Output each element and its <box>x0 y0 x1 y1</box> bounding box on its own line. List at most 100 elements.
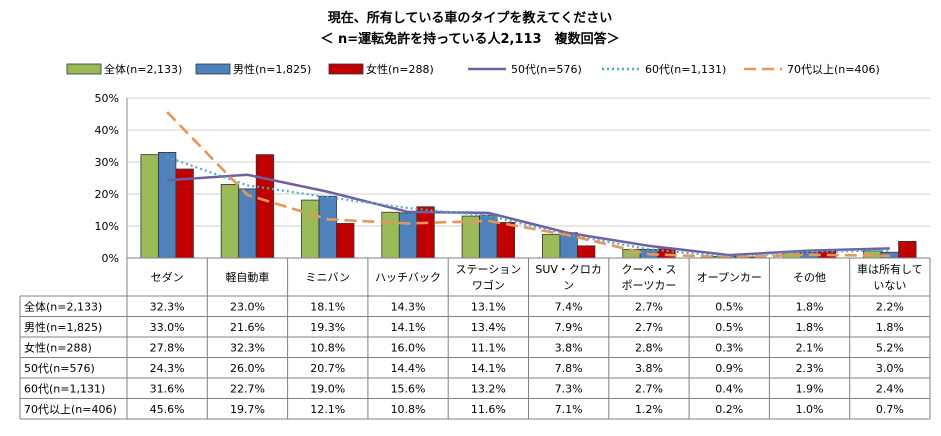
table-cell: 14.4% <box>391 362 426 375</box>
table-cell: 32.3% <box>150 301 185 314</box>
category-label: 車は所有して <box>857 262 923 276</box>
bar <box>140 154 159 259</box>
bar <box>255 154 275 259</box>
table-cell: 0.5% <box>715 301 743 314</box>
table-cell: 0.3% <box>715 342 743 355</box>
legend-label: 70代以上(n=406) <box>787 63 880 76</box>
table-cell: 26.0% <box>230 362 265 375</box>
bar <box>542 233 561 259</box>
series-line <box>167 173 890 257</box>
table-cell: 5.2% <box>876 342 904 355</box>
legend-label: 女性(n=288) <box>366 62 434 76</box>
series-line <box>166 155 890 258</box>
category-label: SUV・クロカ <box>535 263 602 276</box>
legend: 全体(n=2,133) 男性(n=1,825) 女性(n=288) 50代(n=576… <box>66 62 880 76</box>
legend-label: 男性(n=1,825) <box>233 62 311 76</box>
chart-subtitle: ＜ n=運転免許を持っている人2,113 複数回答＞ <box>320 31 619 47</box>
table-cell: 13.1% <box>471 301 506 314</box>
table-cell: 2.2% <box>876 301 904 314</box>
table-cell: 31.6% <box>150 383 185 396</box>
category-label: いない <box>873 279 906 292</box>
bar <box>496 222 516 259</box>
table-cell: 12.1% <box>310 403 345 416</box>
table-cell: 1.0% <box>796 403 824 416</box>
table-cell: 7.1% <box>555 403 583 416</box>
y-tick-label: 20% <box>95 188 119 201</box>
table-cell: 11.6% <box>471 403 506 416</box>
table-cell: 13.4% <box>471 321 506 334</box>
lines <box>166 111 890 259</box>
bars <box>140 151 917 259</box>
bar <box>577 245 596 259</box>
category-label: ワゴン <box>472 278 505 292</box>
bar <box>157 151 177 259</box>
bar <box>416 206 435 259</box>
y-axis: 0% 10% 20% 30% 40% 50% <box>95 92 128 265</box>
table-cell: 3.8% <box>555 342 583 355</box>
bar <box>398 212 418 259</box>
bar <box>898 240 917 259</box>
bar <box>175 168 194 259</box>
table-cell: 10.8% <box>310 342 345 355</box>
category-label: オープンカー <box>697 271 762 284</box>
table-cell: 19.7% <box>230 403 265 416</box>
series-line <box>166 111 890 259</box>
table-cell: 1.8% <box>796 321 824 334</box>
table-cell: 3.8% <box>635 362 663 375</box>
table-cell: 21.6% <box>230 321 265 334</box>
table-cell: 2.8% <box>635 342 663 355</box>
table-cell: 24.3% <box>150 362 185 375</box>
table-cell: 0.7% <box>876 403 904 416</box>
category-label: ポーツカー <box>622 279 677 292</box>
category-label: ハッチバック <box>375 271 441 284</box>
table-cell: 19.3% <box>310 321 345 334</box>
bar <box>657 248 676 259</box>
table-cell: 2.3% <box>796 362 824 375</box>
y-tick-label: 50% <box>95 92 119 105</box>
bar <box>238 188 257 259</box>
table-cell: 2.1% <box>796 342 824 355</box>
table-cell: 1.8% <box>796 301 824 314</box>
table-cell: 18.1% <box>310 301 345 314</box>
legend-swatch <box>328 63 364 75</box>
table-row-label: 70代以上(n=406) <box>24 403 117 416</box>
table-cell: 2.4% <box>876 383 904 396</box>
table-cell: 0.2% <box>715 403 743 416</box>
table-cell: 1.8% <box>876 321 904 334</box>
bar <box>336 223 355 259</box>
table-cell: 2.7% <box>635 383 663 396</box>
legend-label: 50代(n=576) <box>511 63 582 76</box>
table-cell: 7.9% <box>555 321 583 334</box>
table-cell: 14.3% <box>391 301 426 314</box>
category-label: ン <box>563 279 574 292</box>
table-cell: 32.3% <box>230 342 265 355</box>
table-cell: 2.7% <box>635 321 663 334</box>
y-tick-label: 30% <box>95 156 119 169</box>
category-label: その他 <box>793 271 826 284</box>
table-cell: 1.2% <box>635 403 663 416</box>
table-cell: 2.7% <box>635 301 663 314</box>
table-cell: 22.7% <box>230 383 265 396</box>
table-cell: 45.6% <box>150 403 185 416</box>
table-cell: 13.2% <box>471 383 506 396</box>
table-cell: 0.4% <box>715 383 743 396</box>
table-row-label: 全体(n=2,133) <box>24 300 102 314</box>
table-cell: 7.3% <box>555 383 583 396</box>
table-cell: 7.8% <box>555 362 583 375</box>
legend-label: 60代(n=1,131) <box>645 63 726 76</box>
bar <box>301 199 320 259</box>
chart-title: 現在、所有している車のタイプを教えてください <box>328 10 613 26</box>
table-cell: 20.7% <box>310 362 345 375</box>
table-cell: 16.0% <box>391 342 426 355</box>
table-row-label: 50代(n=576) <box>24 362 95 375</box>
category-label: ミニバン <box>305 271 350 284</box>
table-cell: 3.0% <box>876 362 904 375</box>
table-cell: 0.9% <box>715 362 743 375</box>
table-cell: 1.9% <box>796 383 824 396</box>
table-cell: 27.8% <box>150 342 185 355</box>
table-cell: 11.1% <box>471 342 506 355</box>
table-cell: 0.5% <box>715 321 743 334</box>
y-tick-label: 0% <box>102 252 119 265</box>
